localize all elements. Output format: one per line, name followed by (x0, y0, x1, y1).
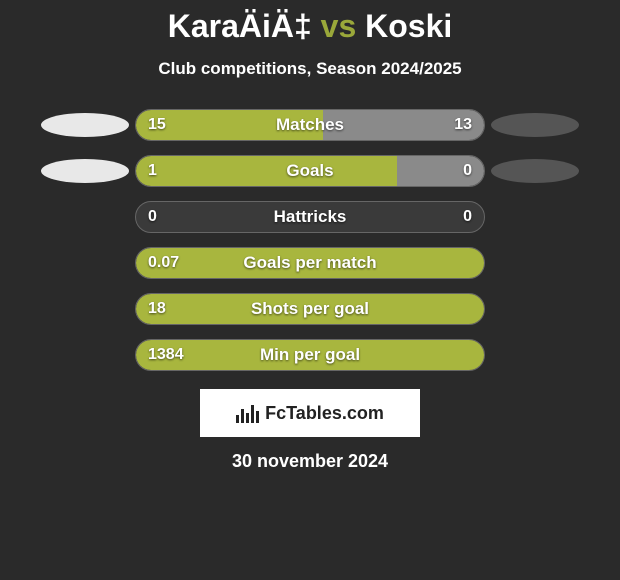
fctables-logo: FcTables.com (200, 389, 420, 437)
stat-left-value: 0 (148, 202, 157, 232)
stat-bar: Min per goal1384 (135, 339, 485, 371)
shirt-icon (491, 159, 579, 183)
stat-bar: Shots per goal18 (135, 293, 485, 325)
stat-bar: Goals10 (135, 155, 485, 187)
bar-left-fill (136, 294, 484, 324)
shirt-right (485, 113, 585, 137)
player1-name: KaraÄiÄ‡ (168, 8, 312, 44)
stat-row: Shots per goal18 (0, 293, 620, 325)
stat-row: Goals10 (0, 155, 620, 187)
logo-text: FcTables.com (265, 403, 384, 424)
vs-text: vs (321, 8, 357, 44)
stat-row: Goals per match0.07 (0, 247, 620, 279)
shirt-left (35, 113, 135, 137)
bar-right-fill (397, 156, 484, 186)
logo-bars-icon (236, 403, 259, 423)
page-title: KaraÄiÄ‡ vs Koski (0, 8, 620, 45)
shirt-icon (491, 113, 579, 137)
shirt-icon (41, 159, 129, 183)
bar-right-fill (323, 110, 484, 140)
player2-name: Koski (365, 8, 452, 44)
stat-row: Min per goal1384 (0, 339, 620, 371)
bar-left-fill (136, 248, 484, 278)
stat-bar: Hattricks0 0 (135, 201, 485, 233)
subtitle: Club competitions, Season 2024/2025 (0, 59, 620, 79)
bar-left-fill (136, 156, 397, 186)
shirt-left (35, 159, 135, 183)
stat-row: Hattricks0 0 (0, 201, 620, 233)
comparison-card: KaraÄiÄ‡ vs Koski Club competitions, Sea… (0, 0, 620, 472)
bar-left-fill (136, 110, 323, 140)
shirt-right (485, 159, 585, 183)
stat-right-value: 0 (463, 202, 472, 232)
stat-rows: Matches1513 Goals10 Hattricks0 0 Goals per m… (0, 109, 620, 371)
stat-bar: Goals per match0.07 (135, 247, 485, 279)
bar-left-fill (136, 340, 484, 370)
stat-bar: Matches1513 (135, 109, 485, 141)
stat-row: Matches1513 (0, 109, 620, 141)
date-text: 30 november 2024 (0, 451, 620, 472)
shirt-icon (41, 113, 129, 137)
stat-label: Hattricks (136, 202, 484, 232)
